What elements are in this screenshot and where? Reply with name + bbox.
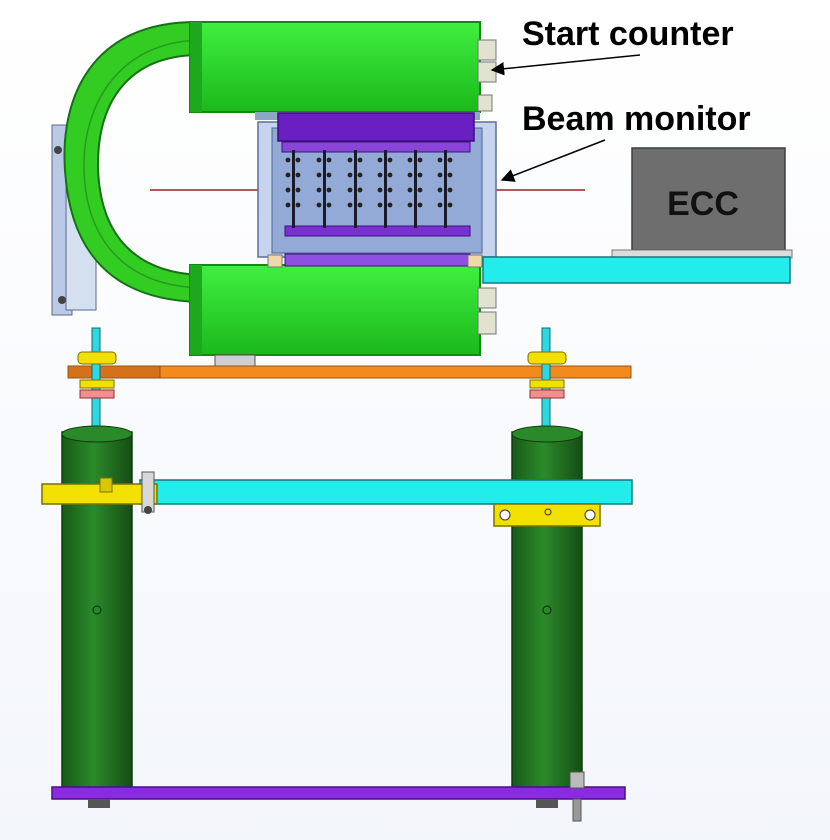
base-plate bbox=[51, 771, 626, 822]
ecc-label: ECC bbox=[667, 185, 739, 223]
lower-rail bbox=[139, 479, 633, 505]
ecc-assembly: ECC bbox=[482, 147, 793, 284]
start-counter-arrow bbox=[490, 54, 641, 76]
start-counter-label: Start counter bbox=[522, 15, 734, 53]
beam-monitor-label: Beam monitor bbox=[522, 100, 751, 138]
upper-rail bbox=[482, 256, 791, 284]
beam-monitor-arrow bbox=[500, 139, 606, 182]
readout-dots bbox=[285, 157, 453, 208]
beam-monitor-callout: Beam monitor bbox=[500, 100, 751, 182]
lower-rail-assembly bbox=[41, 471, 633, 527]
start-counter-callout: Start counter bbox=[490, 15, 734, 76]
lower-magnet bbox=[189, 264, 497, 368]
beam-monitor bbox=[257, 112, 497, 268]
upper-magnet bbox=[189, 21, 497, 120]
readout-columns bbox=[292, 150, 447, 228]
ecc-box bbox=[631, 147, 786, 251]
